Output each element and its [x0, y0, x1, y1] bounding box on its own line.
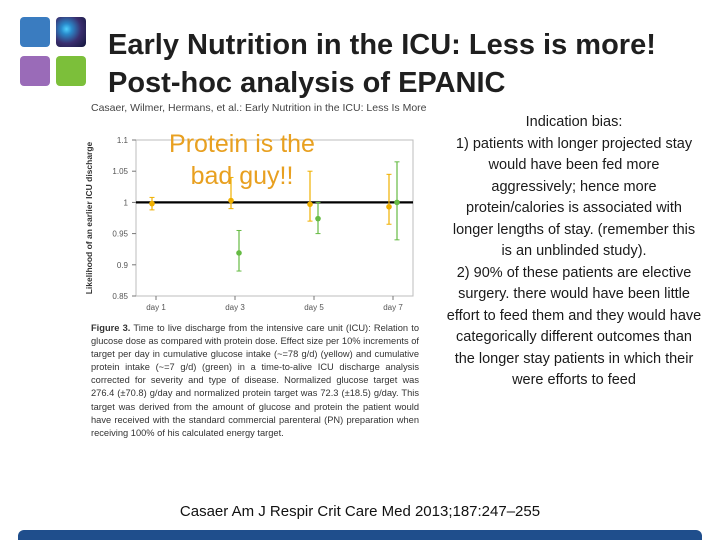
indication-bias-point-1: 1) patients with longer projected stay w…: [452, 135, 696, 260]
y-axis-label: Likelihood of an earlier ICU discharge: [84, 141, 94, 294]
slide-title-line2: Post-hoc analysis of EPANIC: [108, 67, 506, 99]
figure-caption-label: Figure 3.: [91, 323, 131, 333]
plot-area: [135, 139, 414, 297]
citation: Casaer Am J Respir Crit Care Med 2013;18…: [179, 503, 541, 520]
green-point: [236, 250, 242, 256]
indication-bias-heading: Indication bias:: [525, 114, 623, 130]
x-tick-label: day 3: [225, 303, 245, 312]
yellow-point: [149, 200, 155, 207]
y-tick-label: 0.85: [112, 292, 128, 301]
figure-caption: Figure 3. Time to live discharge from th…: [91, 322, 419, 440]
bottom-accent-bar: [18, 530, 702, 540]
paper-running-header: Casaer, Wilmer, Hermans, et al.: Early N…: [91, 102, 427, 114]
figure-caption-text: Time to live discharge from the intensiv…: [91, 323, 419, 438]
green-point: [394, 199, 400, 206]
chart: 1.1 1.05 1 0.95 0.9 0.85 day 1 day 3 day 5 day 7 L…: [78, 118, 438, 328]
y-tick-label: 0.95: [112, 230, 128, 239]
yellow-point: [228, 197, 234, 204]
protein-overlay-line1: Protein is the: [169, 130, 315, 158]
protein-overlay-line2: bad guy!!: [190, 162, 294, 190]
green-point: [315, 215, 321, 222]
y-tick-label: 1.1: [117, 136, 129, 145]
y-tick-label: 0.9: [117, 261, 129, 270]
slide-title: Early Nutrition in the ICU: Less is more…: [108, 26, 656, 102]
slide-title-line1: Early Nutrition in the ICU: Less is more…: [108, 29, 656, 61]
y-tick-label: 1.05: [112, 167, 128, 176]
y-tick-label: 1: [124, 198, 129, 207]
indication-bias-point-2: 2) 90% of these patients are elective su…: [446, 264, 702, 389]
logo-square-green: [56, 56, 86, 86]
x-tick-label: day 7: [383, 303, 403, 312]
yellow-point: [386, 203, 392, 210]
protein-overlay-label: Protein is the bad guy!!: [147, 128, 337, 192]
logo-square-purple: [20, 56, 50, 86]
logo-square-blue: [20, 17, 50, 47]
yellow-point: [307, 201, 313, 208]
x-tick-label: day 1: [146, 303, 166, 312]
chart-svg: 1.1 1.05 1 0.95 0.9 0.85 day 1 day 3 day 5 day 7 L…: [84, 136, 414, 312]
x-tick-label: day 5: [304, 303, 324, 312]
indication-bias-text: Indication bias: 1) patients with longer…: [446, 112, 702, 392]
logo-square-image: [56, 17, 86, 47]
